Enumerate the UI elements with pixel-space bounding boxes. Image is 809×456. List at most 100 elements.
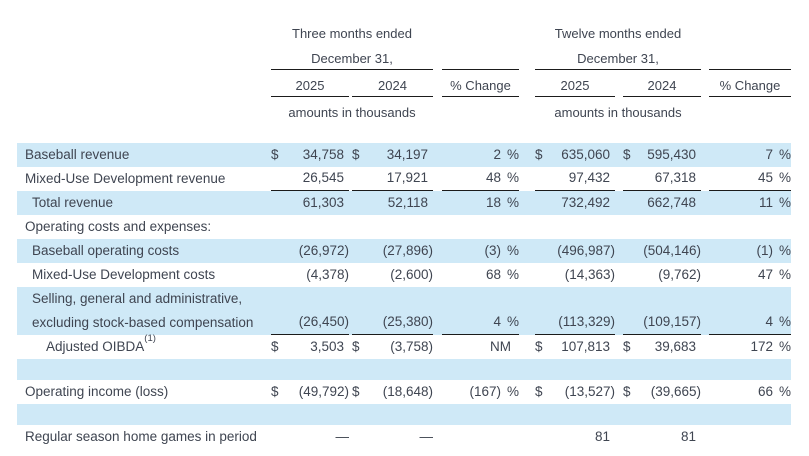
- dollar-sign: $: [352, 384, 360, 399]
- pct-cell: (1)%: [701, 239, 792, 263]
- amount-value: $ (49,792): [271, 381, 349, 404]
- value: (109,157): [643, 314, 701, 329]
- amount-value: (14,363): [535, 264, 615, 287]
- pct-value: 18%: [442, 192, 519, 215]
- value: 52,118: [387, 195, 428, 210]
- dollar-sign: $: [535, 147, 543, 162]
- value: (113,329): [558, 314, 615, 329]
- dollar-sign: $: [535, 339, 543, 354]
- amount-value: 67,318: [623, 167, 701, 191]
- pct-cell: 48%: [433, 167, 519, 191]
- pct-value: NM: [442, 336, 519, 359]
- value: (3): [484, 243, 502, 258]
- amount-cell: —: [269, 425, 350, 449]
- amounts-note-twelve-months: amounts in thousands: [519, 97, 701, 123]
- header-text: December 31,: [271, 51, 433, 70]
- value: (1): [756, 243, 774, 258]
- row-label: Adjusted OIBDA(1): [17, 332, 269, 359]
- value: 45: [757, 170, 773, 185]
- row-label-text: Mixed-Use Development revenue: [25, 171, 226, 186]
- amount-value: $ (39,665): [623, 381, 701, 404]
- amount-cell: $ (13,527): [519, 380, 615, 404]
- row-label-text: Adjusted OIBDA(1): [46, 332, 156, 354]
- financial-table: Three months ended Twelve months ended D…: [17, 22, 791, 449]
- value: (26,450): [298, 314, 349, 329]
- amount-value: (27,896): [352, 240, 433, 263]
- amount-cell: $34,758: [269, 143, 349, 167]
- pct-cell: 68%: [433, 263, 519, 287]
- amount-value: 662,748: [623, 192, 701, 215]
- amount-value: $ (3,758): [352, 336, 433, 359]
- pct-cell: 45%: [701, 167, 791, 191]
- three-months-subtitle: December 31,: [269, 44, 433, 70]
- value: 47: [757, 267, 773, 282]
- row-label-text: Operating income (loss): [25, 384, 169, 399]
- amount-cell: $107,813: [519, 335, 615, 359]
- amount-cell: (14,363): [519, 263, 615, 287]
- dollar-sign: $: [623, 339, 631, 354]
- pct-value: 7%: [709, 144, 791, 167]
- pct-value: 4%: [709, 311, 791, 335]
- row-label-text: Regular season home games in period: [25, 429, 257, 444]
- value: 172: [750, 339, 773, 354]
- row-label: Regular season home games in period: [17, 425, 269, 449]
- percent-sign: %: [506, 147, 519, 162]
- value: 48: [485, 170, 501, 185]
- amount-cell: (9,762): [615, 263, 701, 287]
- pct-cell: 47%: [701, 263, 791, 287]
- three-months-title: Three months ended: [269, 22, 433, 44]
- pct-value: 68%: [442, 264, 519, 287]
- amount-cell: $3,503: [269, 335, 349, 359]
- twelve-months-subtitle: December 31,: [519, 44, 701, 70]
- amount-value: (109,157): [623, 311, 701, 335]
- amount-value: (4,378): [271, 264, 349, 287]
- value: (2,600): [390, 267, 433, 282]
- amount-cell: (113,329): [519, 287, 615, 335]
- pct-cell: [701, 425, 791, 449]
- header-text: amounts in thousands: [288, 105, 416, 120]
- amount-value: $107,813: [535, 336, 615, 359]
- percent-sign: %: [778, 267, 791, 282]
- rule-line: [442, 66, 519, 70]
- amount-cell: 81: [615, 425, 701, 449]
- value: 81: [680, 429, 696, 444]
- value: 732,492: [561, 195, 610, 210]
- pct-cell: 66%: [701, 380, 791, 404]
- amount-cell: 52,118: [349, 191, 433, 215]
- header-text: % Change: [709, 78, 791, 97]
- amount-value: (504,146): [623, 240, 701, 263]
- amount-value: (113,329): [535, 311, 615, 335]
- value: 66: [757, 384, 773, 399]
- dollar-sign: $: [535, 384, 543, 399]
- pct-value: 47%: [709, 264, 791, 287]
- pct-cell: 2%: [433, 143, 519, 167]
- row-label: Mixed-Use Development revenue: [17, 167, 269, 191]
- pct-value: (1)%: [709, 240, 792, 263]
- pct-value: [442, 448, 519, 449]
- amount-cell: (4,378): [269, 263, 349, 287]
- header-text: 2024: [352, 78, 433, 97]
- header-text: % Change: [442, 78, 519, 97]
- table-row: Total revenue 61,303 52,118 18% 732,492 662,7…: [17, 191, 791, 215]
- value: —: [419, 429, 434, 444]
- pct-value: 172%: [709, 336, 791, 359]
- table-row: Baseball revenue $34,758 $34,197 2% $635,060…: [17, 143, 791, 167]
- pct-value: 2%: [442, 144, 519, 167]
- amount-value: 17,921: [352, 167, 433, 191]
- value: 17,921: [386, 170, 428, 185]
- value: 34,758: [302, 147, 344, 162]
- amount-cell: 662,748: [615, 191, 701, 215]
- amount-cell: 67,318: [615, 167, 701, 191]
- value: 18: [485, 195, 501, 210]
- dollar-sign: $: [623, 384, 631, 399]
- amount-cell: (2,600): [349, 263, 433, 287]
- amount-cell: [349, 215, 433, 239]
- value: 4: [765, 314, 773, 329]
- amount-value: 81: [535, 426, 615, 449]
- col-header-pct-change-three-months: % Change: [433, 70, 519, 97]
- amount-value: $3,503: [271, 336, 349, 359]
- value: (167): [469, 384, 501, 399]
- col-header-2024-twelve-months: 2024: [615, 70, 701, 97]
- amount-value: (25,380): [352, 311, 433, 335]
